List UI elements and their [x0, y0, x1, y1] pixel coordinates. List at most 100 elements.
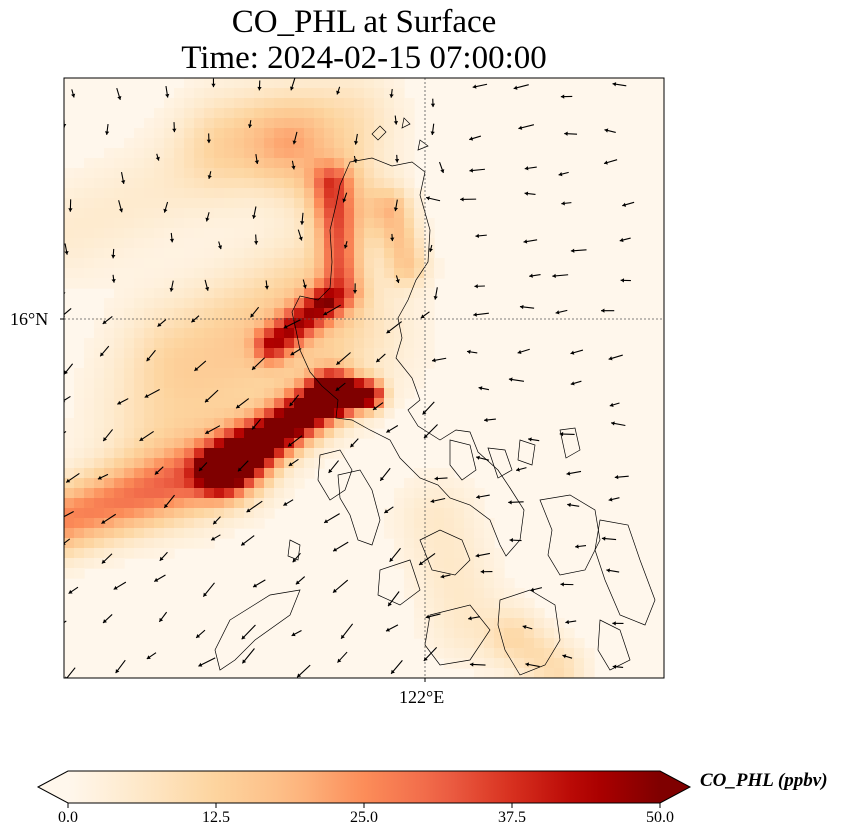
- heatmap-cell: [344, 238, 355, 249]
- heatmap-cell: [454, 578, 465, 589]
- heatmap-cell: [124, 168, 135, 179]
- heatmap-cell: [304, 328, 315, 339]
- wind-arrow: [240, 535, 255, 546]
- heatmap-cell: [254, 158, 265, 169]
- heatmap-cell: [294, 468, 305, 479]
- heatmap-cell: [264, 328, 275, 339]
- heatmap-cell: [494, 638, 505, 649]
- heatmap-cell: [304, 228, 315, 239]
- heatmap-cell: [264, 128, 275, 139]
- wind-arrow: [386, 321, 402, 334]
- heatmap-cell: [184, 478, 195, 489]
- heatmap-cell: [404, 208, 415, 219]
- heatmap-cell: [264, 308, 275, 319]
- heatmap-cell: [584, 658, 595, 669]
- heatmap-cell: [144, 308, 155, 319]
- heatmap-cell: [484, 658, 495, 669]
- heatmap-cell: [214, 448, 225, 459]
- heatmap-cell: [214, 198, 225, 209]
- heatmap-cell: [334, 208, 345, 219]
- heatmap-cell: [394, 368, 405, 379]
- heatmap-cell: [134, 488, 145, 499]
- heatmap-cell: [404, 138, 415, 149]
- heatmap-cell: [274, 128, 285, 139]
- heatmap-cell: [264, 348, 275, 359]
- heatmap-cell: [334, 418, 345, 429]
- heatmap-cell: [514, 638, 525, 649]
- wind-arrow: [198, 657, 216, 667]
- heatmap-cell: [194, 158, 205, 169]
- heatmap-cell: [234, 268, 245, 279]
- heatmap-cell: [74, 528, 85, 539]
- heatmap-cell: [354, 368, 365, 379]
- heatmap-cell: [474, 558, 485, 569]
- wind-arrow: [430, 123, 435, 136]
- heatmap-cell: [414, 498, 425, 509]
- heatmap-cell: [374, 248, 385, 259]
- heatmap-cell: [234, 228, 245, 239]
- heatmap-cell: [274, 268, 285, 279]
- heatmap-cell: [184, 368, 195, 379]
- wind-arrow: [113, 581, 127, 590]
- heatmap-cell: [164, 348, 175, 359]
- heatmap-cell: [104, 488, 115, 499]
- heatmap-cell: [124, 438, 135, 449]
- heatmap-cell: [264, 288, 275, 299]
- heatmap-cell: [414, 578, 425, 589]
- wind-arrow: [475, 455, 490, 461]
- heatmap-cell: [204, 528, 215, 539]
- heatmap-cell: [254, 518, 265, 529]
- wind-arrow: [71, 89, 76, 98]
- wind-arrow: [475, 233, 487, 239]
- heatmap-cell: [114, 308, 125, 319]
- heatmap-cell: [384, 398, 395, 409]
- heatmap-cell: [324, 78, 335, 89]
- heatmap-cell: [104, 458, 115, 469]
- heatmap-cell: [214, 138, 225, 149]
- heatmap-cell: [144, 538, 155, 549]
- heatmap-cell: [414, 288, 425, 299]
- heatmap-cell: [264, 168, 275, 179]
- heatmap-cell: [284, 248, 295, 259]
- heatmap-cell: [464, 478, 475, 489]
- heatmap-cell: [364, 118, 375, 129]
- heatmap-cell: [134, 378, 145, 389]
- heatmap-cell: [234, 188, 245, 199]
- heatmap-cell: [284, 358, 295, 369]
- heatmap-cell: [294, 418, 305, 429]
- heatmap-cell: [264, 218, 275, 229]
- heatmap-cell: [74, 538, 85, 549]
- wind-arrow: [422, 401, 435, 415]
- heatmap-cell: [284, 348, 295, 359]
- heatmap-cell: [84, 418, 95, 429]
- heatmap-cell: [94, 168, 105, 179]
- heatmap-cell: [94, 238, 105, 249]
- wind-arrow: [246, 500, 263, 513]
- wind-arrow: [423, 424, 438, 439]
- heatmap-cell: [394, 168, 405, 179]
- heatmap-cell: [354, 398, 365, 409]
- heatmap-cell: [184, 158, 195, 169]
- wind-arrow: [295, 576, 306, 585]
- heatmap-cell: [414, 588, 425, 599]
- heatmap-cell: [234, 398, 245, 409]
- heatmap-cell: [204, 518, 215, 529]
- heatmap-cell: [114, 358, 125, 369]
- heatmap-cell: [314, 318, 325, 329]
- heatmap-cell: [444, 638, 455, 649]
- heatmap-cell: [264, 248, 275, 259]
- heatmap-cell: [164, 298, 175, 309]
- wind-arrow: [484, 417, 496, 423]
- heatmap-cell: [374, 118, 385, 129]
- wind-arrow: [101, 553, 113, 564]
- heatmap-cell: [154, 298, 165, 309]
- heatmap-cell: [284, 488, 295, 499]
- heatmap-cell: [194, 338, 205, 349]
- heatmap-cell: [434, 478, 445, 489]
- heatmap-cell: [224, 488, 235, 499]
- heatmap-cell: [294, 148, 305, 159]
- heatmap-cell: [424, 528, 435, 539]
- heatmap-cell: [224, 188, 235, 199]
- heatmap-cell: [334, 178, 345, 189]
- heatmap-cell: [264, 388, 275, 399]
